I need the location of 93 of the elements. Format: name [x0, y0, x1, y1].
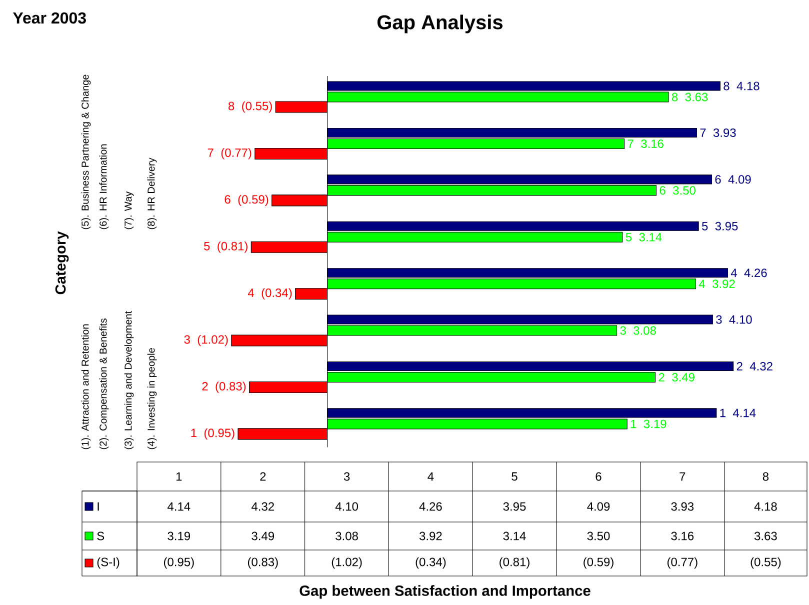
- data-label: 3.63: [685, 92, 708, 102]
- data-label: 3.49: [672, 372, 694, 382]
- text: (1.02): [332, 557, 362, 569]
- y-tick-label: 1: [720, 408, 726, 418]
- text: (7). Way: [124, 191, 134, 230]
- text: (0.34): [416, 557, 446, 569]
- text: 4.14: [168, 502, 190, 511]
- category-label: 5: [512, 472, 518, 481]
- category-label: 7: [208, 148, 214, 157]
- text: 3.08: [336, 532, 358, 540]
- category-label: 4: [428, 472, 434, 481]
- text: 4.09: [587, 502, 610, 511]
- text: (4). Investing in people: [147, 348, 157, 450]
- text: (0.95): [164, 557, 194, 569]
- text: (5). Business Partnering & Change: [81, 74, 91, 230]
- data-label: 4.18: [736, 82, 760, 90]
- data-label: 4.09: [728, 175, 751, 184]
- category-label: 8: [762, 472, 769, 481]
- text: (8). HR Delivery: [147, 158, 157, 230]
- category-label: 2: [260, 472, 266, 481]
- data-label: 3.14: [639, 232, 662, 242]
- text: 4.10: [335, 502, 358, 511]
- category-label: 8: [672, 92, 678, 102]
- data-label: 3.16: [641, 139, 664, 148]
- data-label: (0.95): [204, 428, 234, 440]
- data-label: 4.10: [729, 315, 752, 324]
- y-tick-label: 5: [702, 222, 708, 230]
- data-label: (0.83): [216, 382, 246, 393]
- category-label: 8: [228, 102, 234, 110]
- text: 4.32: [252, 502, 274, 511]
- data-label: 3.50: [673, 186, 696, 195]
- data-label: 4.32: [750, 362, 772, 371]
- category-label: 6: [224, 195, 230, 204]
- data-label: 4.26: [744, 268, 767, 278]
- category-label: 1: [631, 420, 636, 428]
- category-label: 4: [730, 268, 737, 277]
- text: (0.81): [500, 557, 530, 569]
- text: (0.83): [248, 557, 278, 569]
- data-label: (0.59): [238, 194, 268, 206]
- text: 3.19: [168, 532, 190, 540]
- data-label: 3.95: [715, 222, 738, 230]
- text: 3.50: [587, 532, 610, 540]
- data-label: 3.93: [713, 128, 736, 137]
- data-label: (0.55): [242, 101, 272, 113]
- category-label: 2: [658, 372, 664, 382]
- text: (3). Learning and Development: [124, 311, 134, 450]
- category-label: 2: [202, 382, 208, 390]
- text: 3.16: [671, 532, 694, 540]
- category-label: 1: [191, 428, 196, 438]
- text: 3.49: [252, 532, 274, 540]
- category-label: 6: [660, 186, 666, 195]
- text: (0.77): [667, 557, 698, 569]
- category-label: 6: [596, 472, 602, 481]
- legend-label: I: [98, 502, 99, 511]
- category-label: 1: [176, 472, 182, 481]
- text: 3.95: [503, 502, 526, 511]
- text: (0.59): [584, 557, 614, 569]
- data-label: (1.02): [198, 334, 228, 346]
- text: 3.92: [419, 532, 442, 540]
- text: Gap between Satisfaction and Importance: [300, 585, 590, 599]
- data-label: (0.81): [218, 242, 248, 253]
- chart-title: Gap Analysis: [377, 14, 503, 34]
- text: (6). HR Information: [99, 144, 109, 230]
- text: Year 2003: [12, 12, 86, 24]
- text: Category: [55, 231, 69, 294]
- y-tick-label: 4: [698, 280, 706, 288]
- data-label: 3.08: [634, 326, 656, 335]
- y-tick-label: 3: [716, 315, 722, 324]
- data-label: 3.92: [712, 280, 735, 288]
- data-label: 3.19: [644, 420, 666, 428]
- data-label: 4.14: [732, 408, 756, 418]
- category-label: 5: [626, 233, 632, 242]
- text: (2). Compensation & Benefits: [99, 318, 109, 450]
- text: (1). Attraction and Retention: [81, 324, 91, 450]
- category-label: 7: [680, 472, 686, 481]
- legend-label: (S-I): [97, 557, 120, 569]
- y-tick-label: 6: [715, 175, 721, 184]
- text: 3.93: [671, 502, 694, 511]
- category-label: 5: [204, 242, 210, 250]
- legend-label: S: [97, 532, 104, 540]
- y-tick-label: 7: [700, 128, 706, 137]
- category-label: 3: [344, 472, 350, 481]
- data-label: (0.34): [262, 288, 292, 300]
- data-label: (0.77): [221, 148, 252, 160]
- text: (0.55): [750, 557, 781, 569]
- text: 4.26: [419, 502, 442, 511]
- category-label: 4: [248, 288, 254, 297]
- text: 3.63: [754, 532, 777, 540]
- category-label: 3: [620, 326, 626, 335]
- category-label: 3: [184, 335, 190, 344]
- text: 4.18: [754, 502, 777, 511]
- category-label: 7: [628, 140, 634, 148]
- text: 3.14: [503, 532, 526, 540]
